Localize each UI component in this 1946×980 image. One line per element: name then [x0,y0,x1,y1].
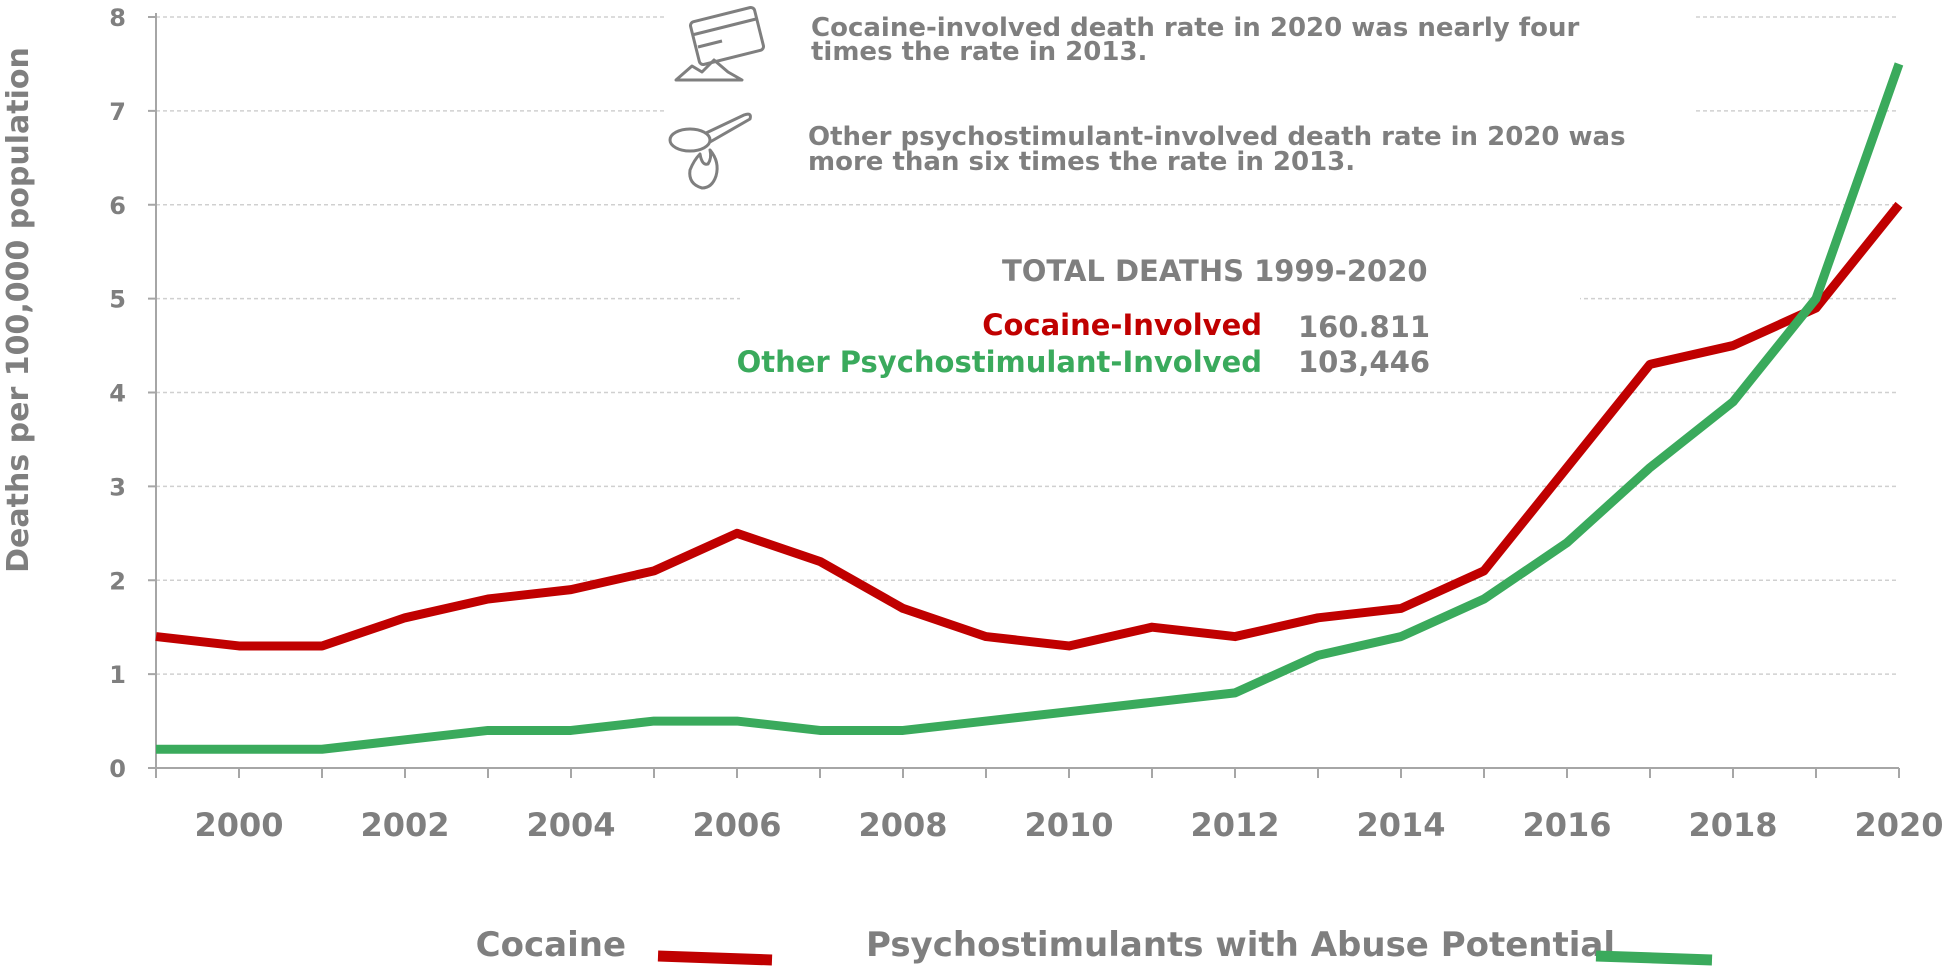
y-tick-label: 4 [109,380,126,408]
cocaine-note-line1: Cocaine-involved death rate in 2020 was … [811,13,1579,43]
y-tick-labels: 0 1 2 3 4 5 6 7 8 [109,4,126,783]
x-tick-labels: 2000 2002 2004 2006 2008 2010 2012 2014 2016 2018… [194,806,1943,844]
y-tick-label: 0 [109,755,126,783]
totals-background [740,240,1580,380]
y-tick-label: 3 [109,473,126,501]
y-tick-label: 7 [109,98,126,126]
legend-label-psychostimulants: Psychostimulants with Abuse Potential [866,925,1615,965]
series-lines [155,62,1904,754]
y-axis-label: Deaths per 100,000 population [1,47,36,573]
cocaine-total-label: Cocaine-Involved [982,308,1262,342]
x-tick-label: 2010 [1024,806,1113,844]
totals-heading: TOTAL DEATHS 1999-2020 [1002,254,1428,288]
x-tick-label: 2000 [194,806,283,844]
legend-swatch-psychostimulants [1595,950,1713,966]
y-tick-label: 5 [109,286,126,314]
series-line-psychostimulants [156,62,1904,754]
y-tick-label: 1 [109,661,126,689]
series-line-cocaine [155,201,1903,651]
cocaine-note-line2: times the rate in 2013. [811,37,1147,67]
y-tick-label: 2 [109,567,126,595]
legend-swatch-cocaine [657,950,773,966]
psycho-note-line1: Other psychostimulant-involved death rat… [808,122,1626,152]
spoon-flame-icon [668,112,752,190]
x-tick-label: 2014 [1356,806,1445,844]
y-tick-label: 8 [109,4,126,32]
x-tick-label: 2006 [692,806,781,844]
y-tick-label: 6 [109,192,126,220]
x-tick-label: 2018 [1688,806,1777,844]
x-tick-label: 2008 [858,806,947,844]
cocaine-card-icon [674,6,765,82]
legend-label-cocaine: Cocaine [476,925,626,965]
legend: Cocaine Psychostimulants with Abuse Pote… [476,925,1713,966]
axes [148,13,1900,778]
x-tick-label: 2002 [360,806,449,844]
annotation-background [664,0,1694,195]
psycho-total-label: Other Psychostimulant-Involved [737,345,1262,379]
x-tick-label: 2020 [1854,806,1943,844]
x-tick-label: 2016 [1522,806,1611,844]
psycho-total-value: 103,446 [1298,345,1430,379]
x-tick-label: 2004 [526,806,615,844]
x-tick-label: 2012 [1190,806,1279,844]
cocaine-total-value: 160.811 [1298,310,1430,344]
psycho-note-line2: more than six times the rate in 2013. [808,147,1355,177]
